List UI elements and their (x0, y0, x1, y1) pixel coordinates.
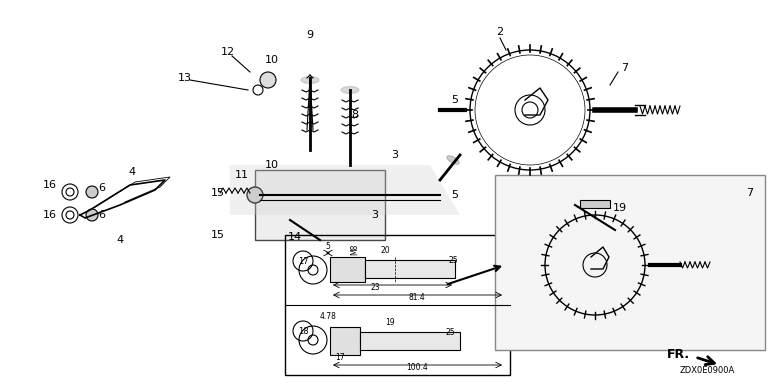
Bar (360, 332, 460, 350)
Text: 18: 18 (298, 326, 308, 336)
Text: 7: 7 (746, 188, 753, 198)
Bar (330, 327, 360, 355)
Text: 4: 4 (128, 167, 136, 177)
Text: 10: 10 (265, 55, 279, 65)
Text: 16: 16 (43, 210, 57, 220)
Text: 19: 19 (385, 318, 395, 327)
Text: ZDX0E0900A: ZDX0E0900A (680, 366, 735, 375)
Ellipse shape (341, 86, 359, 93)
Text: 16: 16 (43, 180, 57, 190)
Ellipse shape (447, 156, 459, 164)
Text: 23: 23 (370, 283, 380, 292)
Text: M8: M8 (350, 243, 359, 255)
Ellipse shape (301, 76, 319, 83)
Bar (495, 175, 765, 350)
Text: 5: 5 (452, 190, 458, 200)
Text: 4.78: 4.78 (319, 312, 336, 321)
Bar (330, 257, 365, 282)
Text: 13: 13 (178, 73, 192, 83)
Text: 6: 6 (98, 210, 105, 220)
Text: 15: 15 (211, 230, 225, 240)
Text: 15: 15 (211, 188, 225, 198)
Bar (580, 200, 610, 208)
Text: 20: 20 (380, 246, 390, 255)
Text: 14: 14 (288, 232, 302, 242)
Text: 17: 17 (335, 353, 345, 362)
Text: 3: 3 (392, 150, 399, 160)
Text: 7: 7 (621, 63, 628, 73)
Circle shape (86, 209, 98, 221)
Text: 5: 5 (326, 242, 330, 251)
Bar (365, 260, 455, 278)
Text: 81.4: 81.4 (409, 293, 425, 302)
Text: 8: 8 (352, 110, 359, 120)
Bar (255, 170, 385, 240)
Text: 100.4: 100.4 (406, 363, 428, 372)
Text: 25: 25 (445, 328, 455, 337)
Text: 17: 17 (298, 257, 308, 265)
Text: 6: 6 (98, 183, 105, 193)
Text: 2: 2 (496, 27, 504, 37)
Circle shape (247, 187, 263, 203)
Text: FR.: FR. (667, 349, 690, 361)
Text: 9: 9 (306, 30, 313, 40)
Text: 5: 5 (452, 95, 458, 105)
Text: 3: 3 (372, 210, 379, 220)
Circle shape (86, 186, 98, 198)
Text: 25: 25 (449, 256, 458, 265)
Polygon shape (230, 165, 460, 215)
Bar (285, 235, 510, 375)
Text: 4: 4 (117, 235, 124, 245)
Text: 10: 10 (265, 160, 279, 170)
Text: 19: 19 (613, 203, 627, 213)
Circle shape (260, 72, 276, 88)
Text: 12: 12 (221, 47, 235, 57)
Text: 11: 11 (235, 170, 249, 180)
